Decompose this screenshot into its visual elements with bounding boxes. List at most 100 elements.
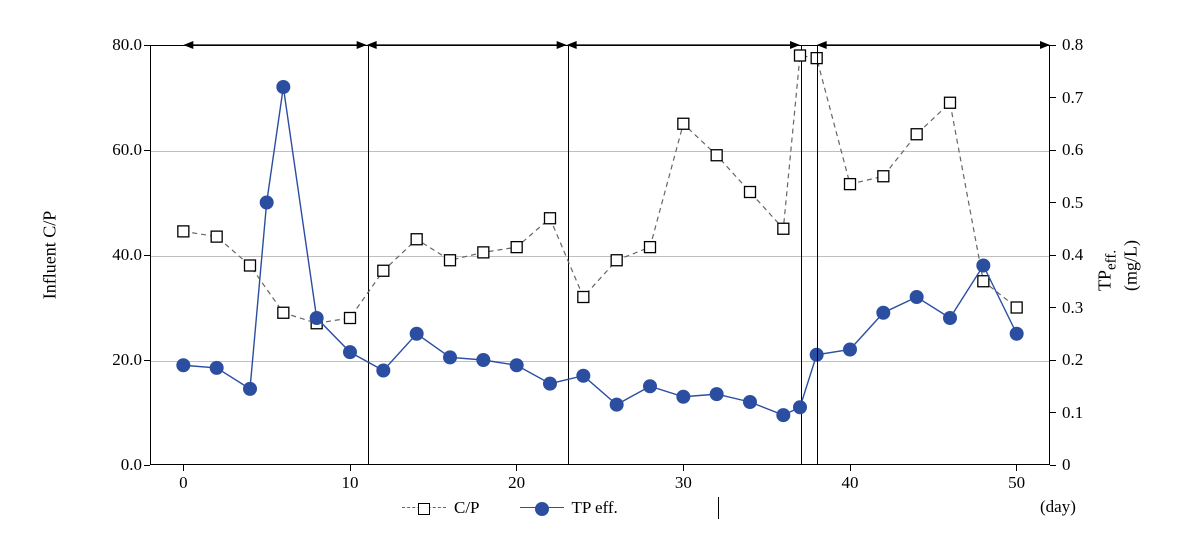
marker-square: [445, 255, 456, 266]
series-line-tp-eff-: [183, 87, 1016, 415]
y-right-tick-mark: [1050, 307, 1056, 308]
section-arrow: [567, 41, 800, 49]
marker-square: [845, 179, 856, 190]
marker-circle: [277, 81, 290, 94]
y-right-tick-mark: [1050, 202, 1056, 203]
marker-square: [178, 226, 189, 237]
y-left-tick-label: 40.0: [82, 245, 142, 265]
x-tick-mark: [516, 465, 517, 471]
marker-square: [1011, 302, 1022, 313]
marker-circle: [710, 388, 723, 401]
marker-square: [545, 213, 556, 224]
marker-square: [611, 255, 622, 266]
y-right-tick-mark: [1050, 255, 1056, 256]
marker-square: [978, 276, 989, 287]
y-right-tick-label: 0.7: [1062, 88, 1122, 108]
marker-square: [278, 307, 289, 318]
section-divider: [817, 45, 819, 465]
y-left-tick-mark: [144, 360, 150, 361]
marker-square: [778, 223, 789, 234]
marker-circle: [844, 343, 857, 356]
marker-circle: [577, 369, 590, 382]
marker-square: [878, 171, 889, 182]
marker-square: [711, 150, 722, 161]
chart-svg-layer: [0, 0, 1190, 537]
y-left-tick-label: 80.0: [82, 35, 142, 55]
x-tick-mark: [1016, 465, 1017, 471]
marker-square: [211, 231, 222, 242]
marker-circle: [744, 396, 757, 409]
marker-square: [645, 242, 656, 253]
cp-tp-chart: Influent C/P TPeff. (mg/L) (day) C/P TP …: [0, 0, 1190, 537]
y-right-tick-mark: [1050, 412, 1056, 413]
y-right-tick-mark: [1050, 150, 1056, 151]
y-left-tick-label: 60.0: [82, 140, 142, 160]
y-left-tick-label: 20.0: [82, 350, 142, 370]
y-right-tick-label: 0: [1062, 455, 1122, 475]
marker-circle: [944, 312, 957, 325]
y-right-tick-label: 0.4: [1062, 245, 1122, 265]
marker-circle: [977, 259, 990, 272]
x-tick-mark: [183, 465, 184, 471]
marker-square: [578, 292, 589, 303]
section-arrow: [817, 41, 1050, 49]
marker-square: [511, 242, 522, 253]
marker-circle: [310, 312, 323, 325]
marker-circle: [877, 306, 890, 319]
marker-square: [745, 187, 756, 198]
y-left-tick-mark: [144, 465, 150, 466]
y-right-tick-label: 0.2: [1062, 350, 1122, 370]
marker-square: [911, 129, 922, 140]
marker-circle: [610, 398, 623, 411]
marker-square: [678, 118, 689, 129]
y-right-tick-label: 0.6: [1062, 140, 1122, 160]
y-right-tick-label: 0.8: [1062, 35, 1122, 55]
marker-circle: [377, 364, 390, 377]
y-right-tick-mark: [1050, 45, 1056, 46]
marker-circle: [444, 351, 457, 364]
marker-square: [245, 260, 256, 271]
marker-circle: [777, 409, 790, 422]
x-tick-mark: [683, 465, 684, 471]
series-line-c-p: [183, 56, 1016, 324]
y-right-tick-mark: [1050, 97, 1056, 98]
y-right-tick-label: 0.5: [1062, 193, 1122, 213]
marker-circle: [210, 361, 223, 374]
marker-square: [345, 313, 356, 324]
y-right-tick-label: 0.3: [1062, 298, 1122, 318]
y-left-tick-label: 0.0: [82, 455, 142, 475]
marker-square: [378, 265, 389, 276]
marker-square: [795, 50, 806, 61]
y-right-tick-mark: [1050, 360, 1056, 361]
marker-circle: [177, 359, 190, 372]
marker-circle: [544, 377, 557, 390]
marker-square: [945, 97, 956, 108]
marker-square: [411, 234, 422, 245]
marker-circle: [1010, 327, 1023, 340]
section-arrow: [183, 41, 366, 49]
marker-circle: [260, 196, 273, 209]
marker-circle: [344, 346, 357, 359]
marker-circle: [477, 354, 490, 367]
marker-circle: [510, 359, 523, 372]
marker-circle: [910, 291, 923, 304]
marker-circle: [677, 390, 690, 403]
x-tick-label: 20: [497, 473, 537, 493]
marker-circle: [644, 380, 657, 393]
y-right-tick-mark: [1050, 465, 1056, 466]
marker-circle: [410, 327, 423, 340]
x-tick-mark: [350, 465, 351, 471]
y-left-tick-mark: [144, 45, 150, 46]
section-arrow: [367, 41, 567, 49]
y-right-tick-label: 0.1: [1062, 403, 1122, 423]
x-tick-label: 40: [830, 473, 870, 493]
x-tick-label: 30: [663, 473, 703, 493]
marker-circle: [244, 382, 257, 395]
x-tick-label: 50: [997, 473, 1037, 493]
marker-circle: [794, 401, 807, 414]
x-tick-label: 10: [330, 473, 370, 493]
y-left-tick-mark: [144, 150, 150, 151]
marker-square: [478, 247, 489, 258]
y-left-tick-mark: [144, 255, 150, 256]
x-tick-mark: [850, 465, 851, 471]
